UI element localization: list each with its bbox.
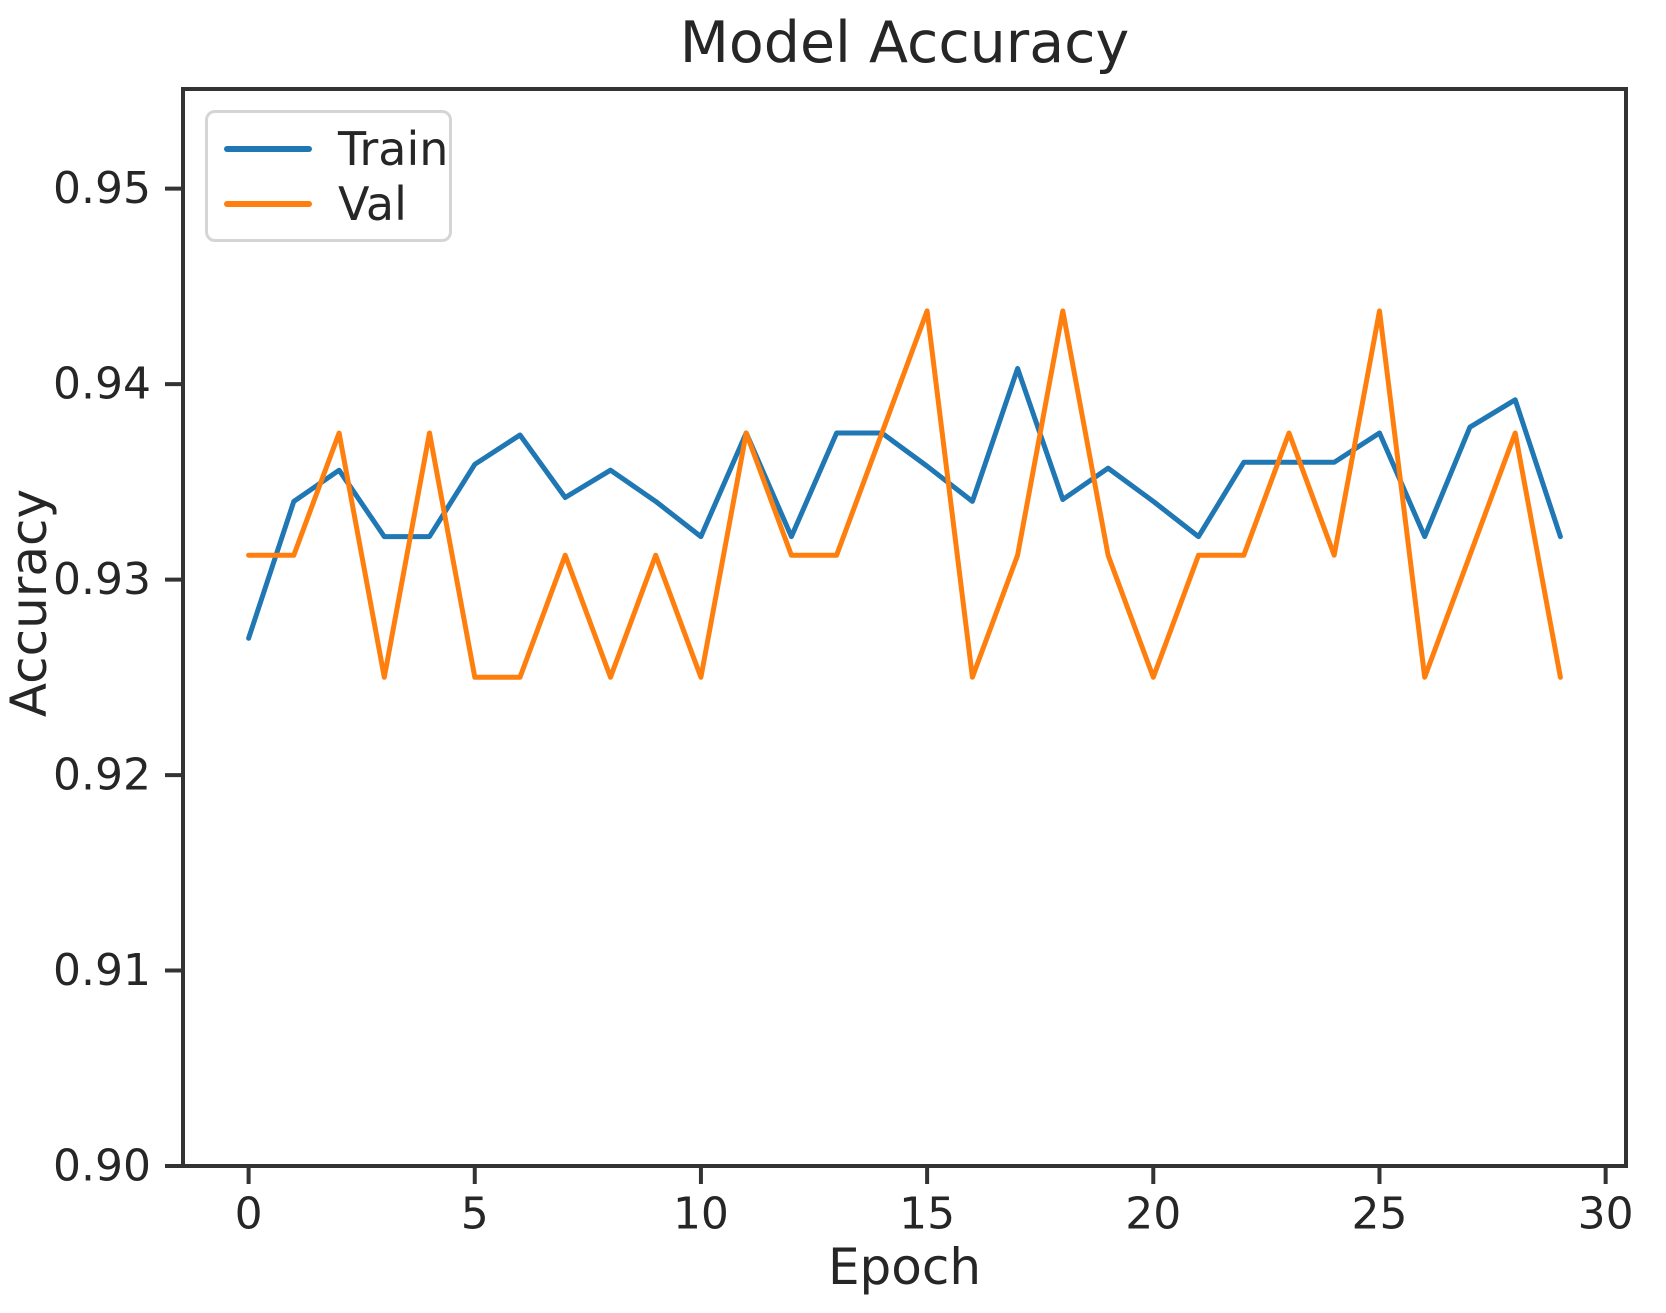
y-axis-title: Accuracy xyxy=(0,488,58,718)
legend: Train Val xyxy=(205,110,452,242)
plot-border xyxy=(181,87,1628,1168)
val-line-swatch xyxy=(224,200,312,207)
x-tick-label: 15 xyxy=(899,1189,955,1240)
y-tick-label: 0.90 xyxy=(53,1141,151,1192)
x-tick-label: 20 xyxy=(1125,1189,1181,1240)
x-tick-label: 10 xyxy=(673,1189,729,1240)
legend-label-train: Train xyxy=(338,121,449,176)
y-tick-label: 0.91 xyxy=(53,945,151,996)
legend-item-val: Val xyxy=(208,181,449,227)
x-tick-label: 5 xyxy=(461,1189,489,1240)
x-tick-label: 25 xyxy=(1351,1189,1407,1240)
x-axis-title: Epoch xyxy=(827,1238,982,1296)
x-tick-label: 30 xyxy=(1578,1189,1634,1240)
train-line-swatch xyxy=(224,145,312,152)
x-tick-label: 0 xyxy=(235,1189,263,1240)
train-series-line xyxy=(246,366,1563,641)
y-tick-label: 0.95 xyxy=(53,163,151,214)
chart-title: Model Accuracy xyxy=(679,10,1130,76)
legend-item-train: Train xyxy=(208,126,449,172)
val-series-line xyxy=(246,308,1563,680)
y-tick-label: 0.92 xyxy=(53,750,151,801)
legend-label-val: Val xyxy=(338,176,407,231)
y-tick-label: 0.94 xyxy=(53,359,151,410)
y-tick-label: 0.93 xyxy=(53,554,151,605)
